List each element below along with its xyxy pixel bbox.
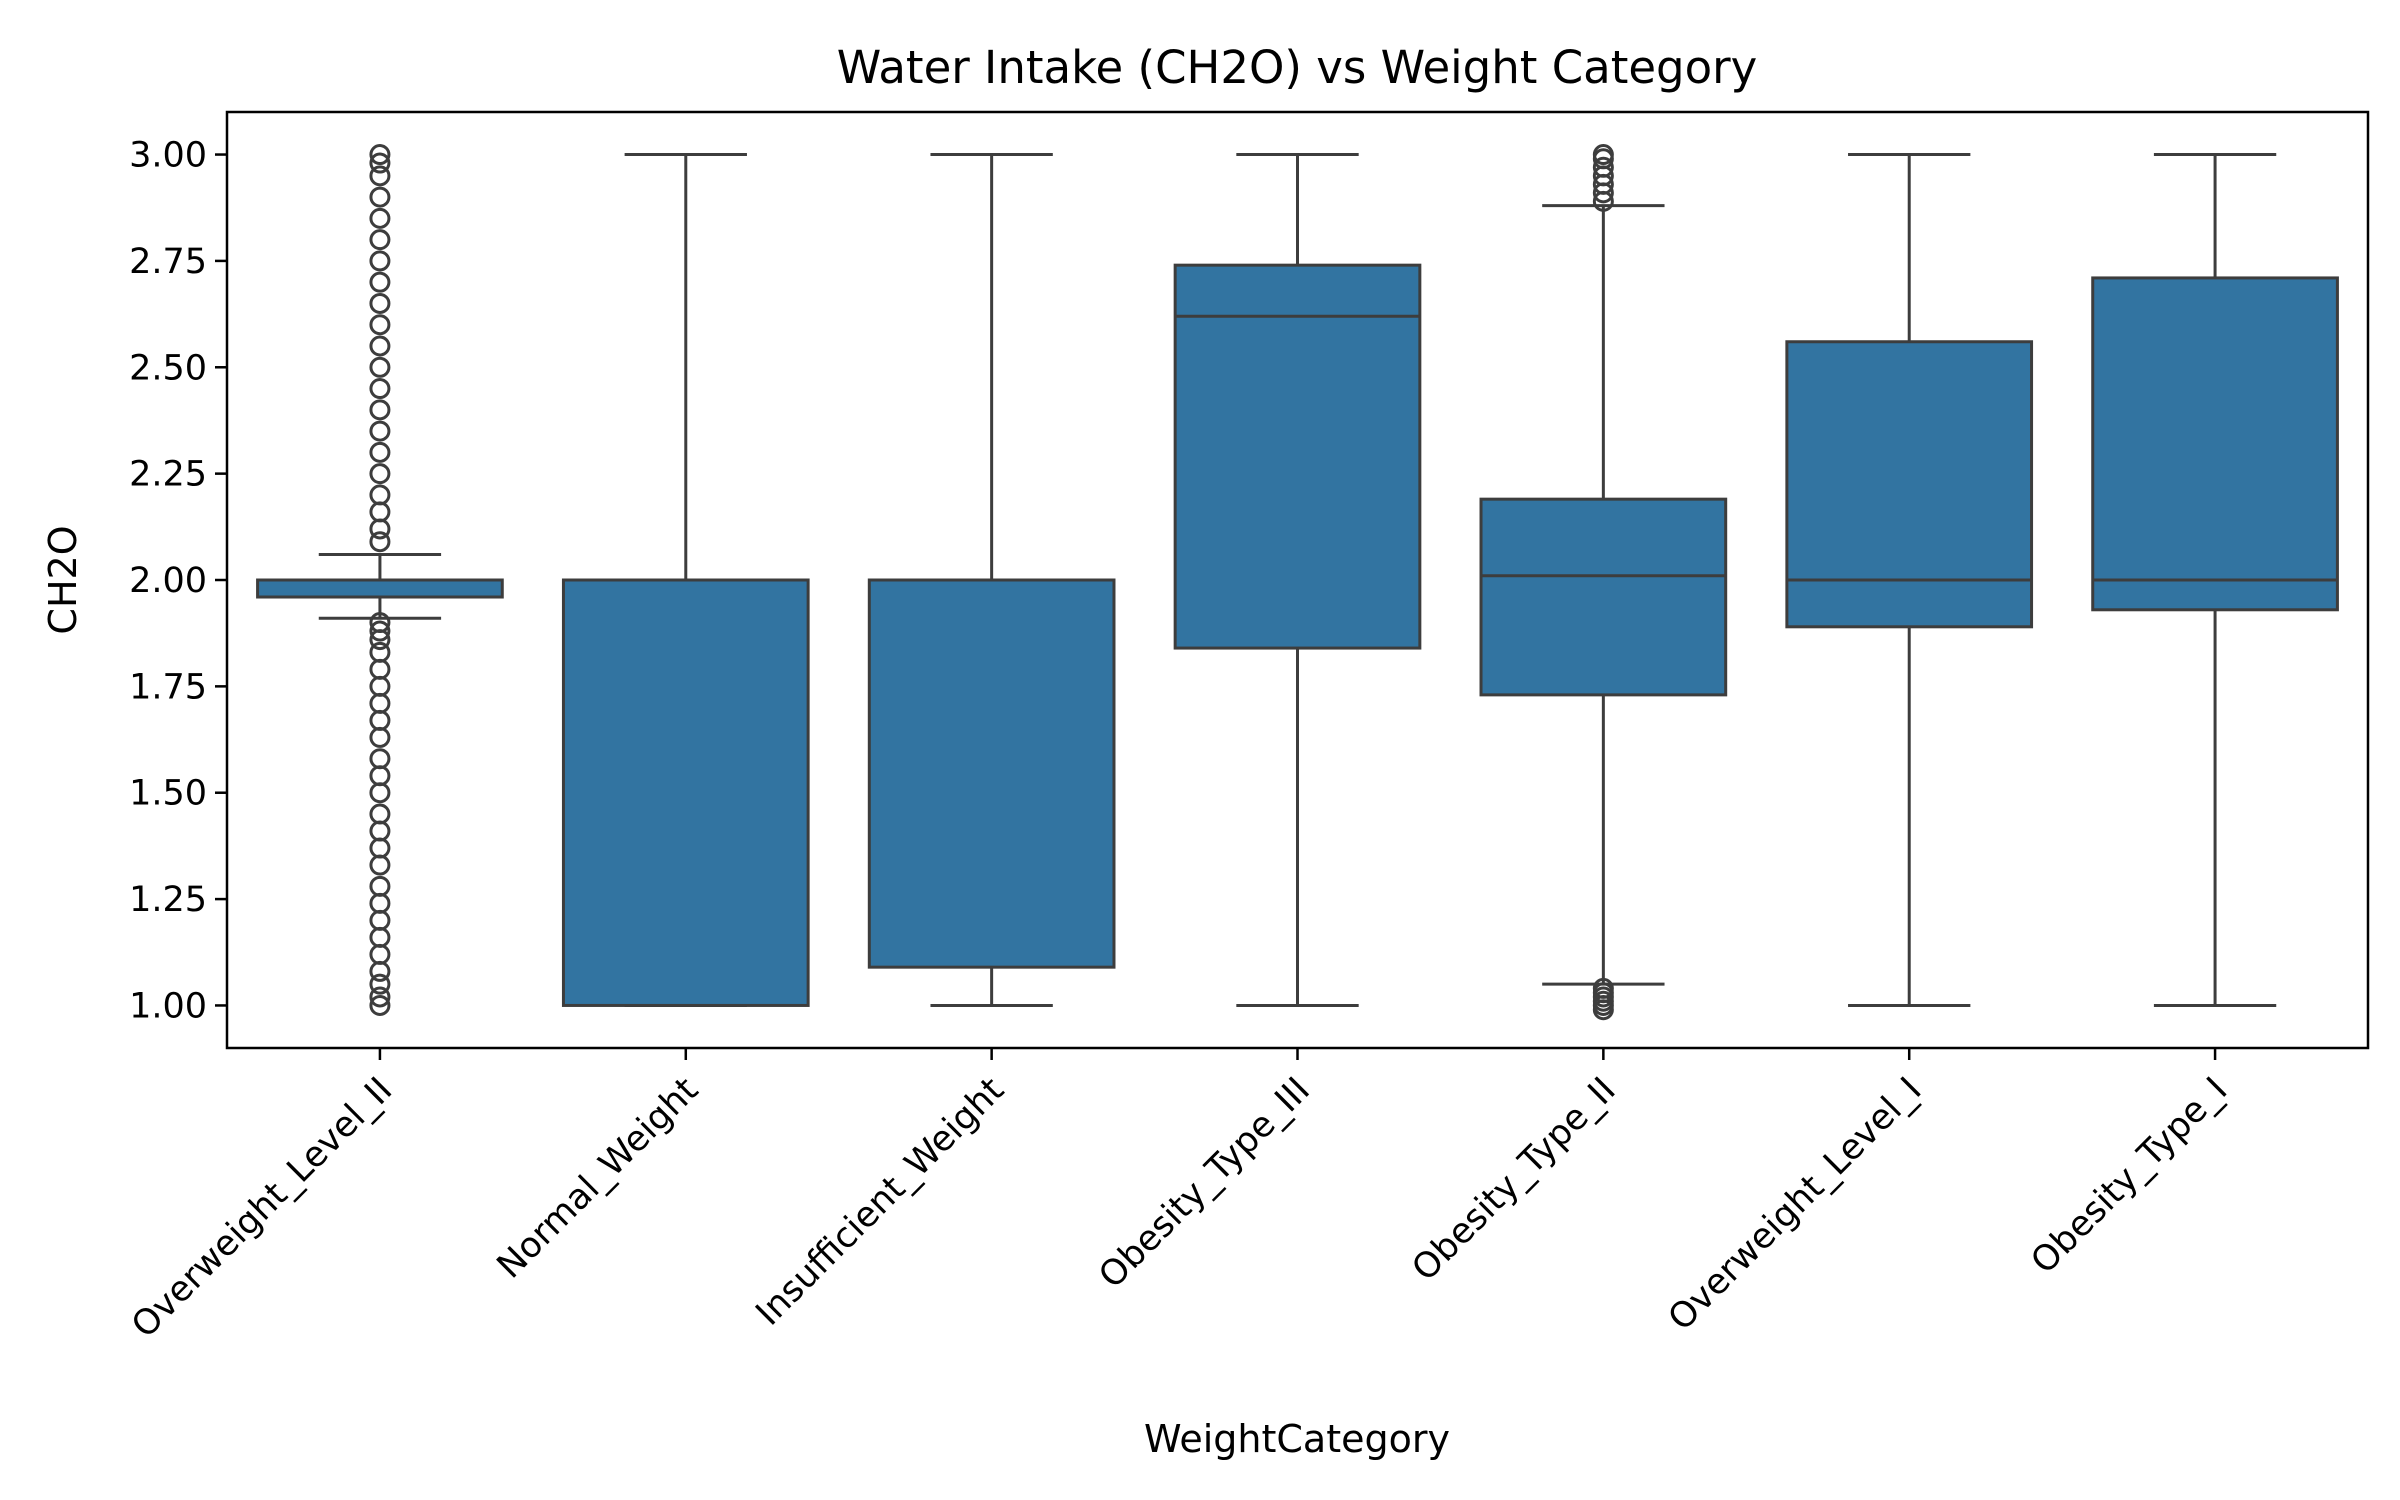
y-tick-label: 2.75 [129, 242, 207, 282]
outlier-point [369, 531, 391, 553]
y-tick-label: 1.00 [129, 986, 207, 1026]
x-axis-label: WeightCategory [1144, 1417, 1450, 1461]
outlier-point [369, 250, 391, 272]
iqr-box [1785, 340, 2034, 629]
box-Obesity_Type_I [2091, 153, 2339, 1007]
outlier-point [369, 441, 391, 463]
outlier-point [1592, 977, 1614, 999]
box-Overweight_Level_I [1785, 153, 2034, 1007]
y-axis: 1.00 1.25 1.50 1.75 2.00 2.25 2.50 2.75 3.00 [129, 136, 227, 1026]
outlier-point [1592, 156, 1614, 178]
outlier-point [369, 484, 391, 506]
box-Insufficient_Weight [867, 153, 1116, 1007]
outlier-point [369, 612, 391, 634]
box-Obesity_Type_II [1479, 144, 1728, 1021]
outlier-point [369, 463, 391, 485]
iqr-box [2091, 276, 2339, 612]
outlier-point [369, 973, 391, 995]
outlier-point [369, 356, 391, 378]
boxes-layer [256, 144, 2339, 1021]
outlier-point [369, 144, 391, 166]
y-tick-label: 3.00 [129, 136, 207, 176]
outlier-point [369, 875, 391, 897]
iqr-box [561, 578, 810, 1007]
box-Normal_Weight [561, 153, 810, 1007]
outlier-point [369, 803, 391, 825]
outlier-point [369, 986, 391, 1008]
iqr-box [1173, 263, 1422, 650]
outlier-point [369, 152, 391, 174]
outlier-point [369, 292, 391, 314]
iqr-box [256, 578, 504, 599]
outlier-point [369, 165, 391, 187]
iqr-box [867, 578, 1116, 969]
outlier-point [369, 420, 391, 442]
outlier-point [369, 207, 391, 229]
outlier-point [1592, 144, 1614, 166]
y-tick-label: 1.25 [129, 880, 207, 920]
iqr-box [1479, 497, 1728, 697]
y-axis-label: CH2O [41, 525, 85, 634]
outlier-point [369, 314, 391, 336]
outlier-point [369, 748, 391, 770]
chart-title: Water Intake (CH2O) vs Weight Category [837, 41, 1758, 94]
y-tick-label: 1.50 [129, 774, 207, 814]
box-Obesity_Type_III [1173, 153, 1422, 1007]
outlier-point [369, 399, 391, 421]
outlier-point [369, 620, 391, 642]
y-tick-label: 2.00 [129, 561, 207, 601]
y-tick-label: 1.75 [129, 667, 207, 707]
y-tick-label: 2.50 [129, 348, 207, 388]
outlier-point [369, 229, 391, 251]
outlier-point [369, 271, 391, 293]
outlier-point [369, 186, 391, 208]
outlier-point [369, 378, 391, 400]
box-Overweight_Level_II [256, 144, 504, 1016]
outlier-point [369, 335, 391, 357]
outlier-point [369, 994, 391, 1016]
outlier-point [369, 641, 391, 663]
y-tick-label: 2.25 [129, 455, 207, 495]
